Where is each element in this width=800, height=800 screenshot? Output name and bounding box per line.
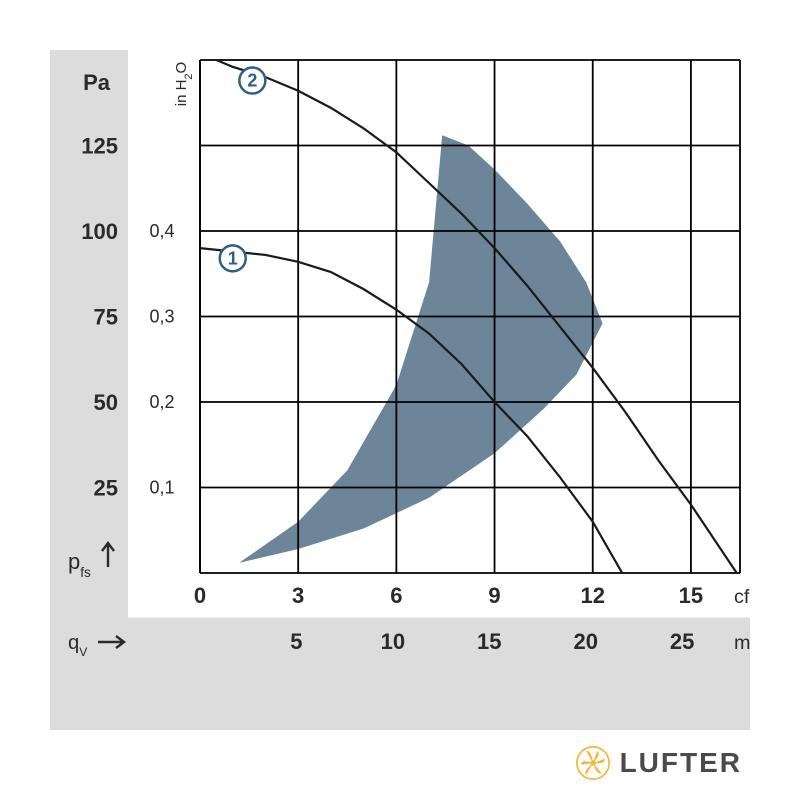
x-cfm-tick-9: 9 (488, 583, 500, 608)
brand-name: LUFTER (620, 747, 742, 779)
y2-tick-0,2: 0,2 (149, 392, 174, 412)
y2-tick-0,1: 0,1 (149, 478, 174, 498)
x-m3h-tick-20: 20 (573, 629, 597, 654)
x-cfm-title: cfm (734, 586, 750, 608)
fan-chart: 12255075100125Papfs0,10,20,30,4in H2O036… (50, 50, 750, 730)
x-m3h-tick-5: 5 (290, 629, 302, 654)
y2-tick-0,4: 0,4 (149, 221, 174, 241)
y-tick-125: 125 (81, 134, 118, 159)
x-m3h-tick-15: 15 (477, 629, 501, 654)
x-cfm-tick-15: 15 (679, 583, 703, 608)
y2-title: in H2O (173, 62, 195, 106)
y-tick-75: 75 (94, 305, 118, 330)
x-cfm-tick-0: 0 (194, 583, 206, 608)
x-cfm-tick-6: 6 (390, 583, 402, 608)
y-tick-50: 50 (94, 390, 118, 415)
x-m3h-tick-10: 10 (381, 629, 405, 654)
x-cfm-tick-3: 3 (292, 583, 304, 608)
lufter-logo-icon (576, 746, 610, 780)
x-m3h-title: m³/h (734, 632, 750, 654)
y-tick-100: 100 (81, 219, 118, 244)
curve-marker-label-1: 1 (228, 248, 238, 268)
x-m3h-tick-25: 25 (670, 629, 694, 654)
y2-tick-0,3: 0,3 (149, 307, 174, 327)
y-tick-25: 25 (94, 476, 118, 501)
x-cfm-tick-12: 12 (580, 583, 604, 608)
brand-badge: LUFTER (576, 746, 742, 780)
y-axis-title: Pa (83, 70, 111, 95)
curve-marker-label-2: 2 (247, 71, 257, 91)
